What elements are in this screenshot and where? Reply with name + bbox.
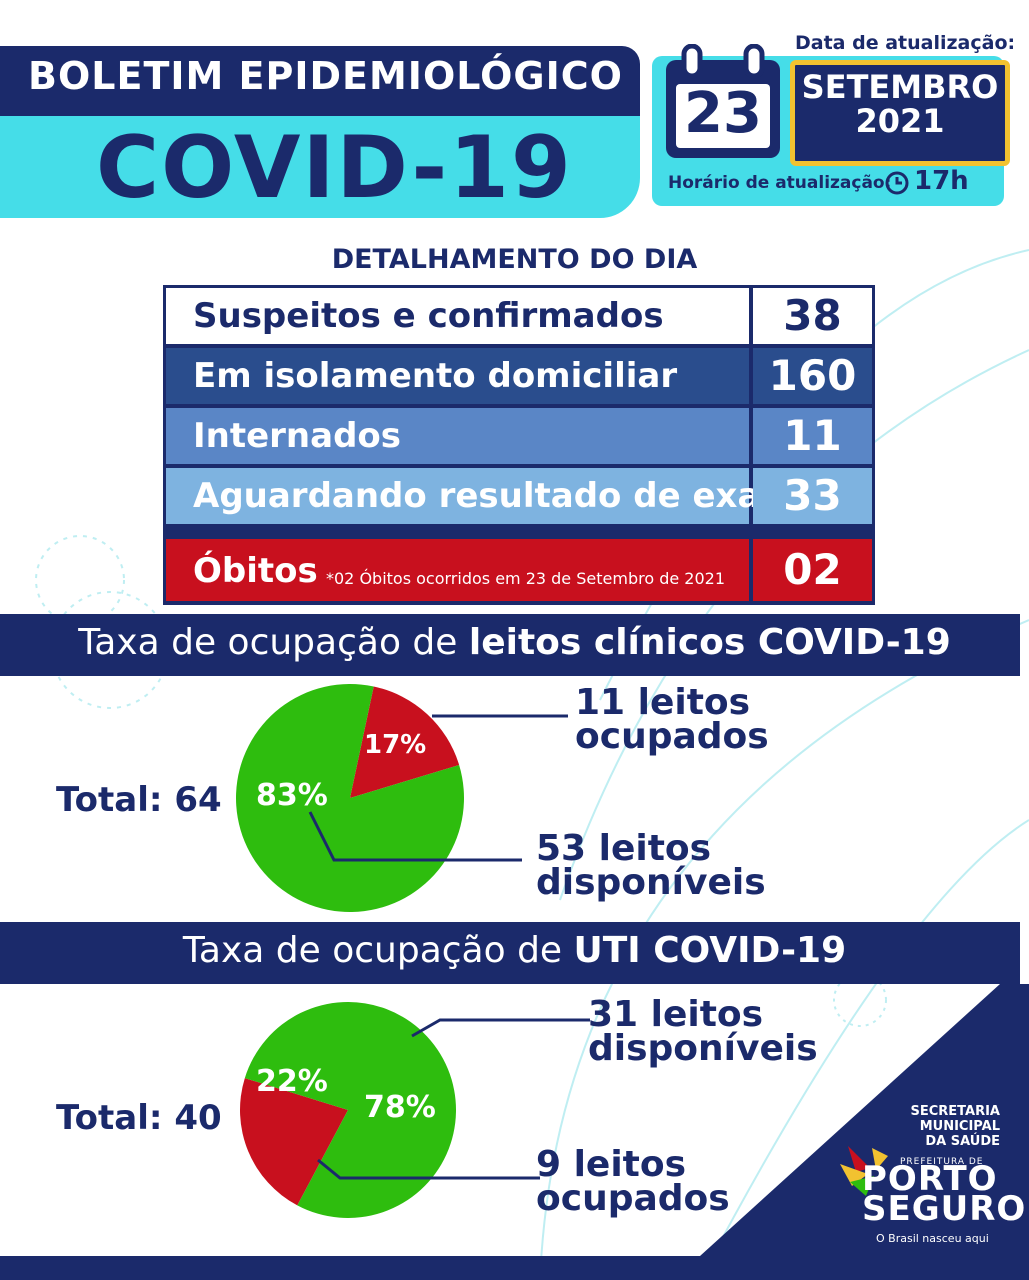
clock-icon (885, 171, 909, 195)
icu-occupied-callout: 9 leitos ocupados (536, 1144, 730, 1219)
icu-heading-bold: UTI COVID-19 (573, 930, 847, 971)
logo-tagline: O Brasil nasceu aqui (876, 1232, 989, 1245)
detail-row-deaths: Óbitos *02 Óbitos ocorridos em 23 de Set… (166, 539, 872, 601)
icu-heading-prefix: Taxa de ocupação de (182, 930, 574, 971)
deaths-note: *02 Óbitos ocorridos em 23 de Setembro d… (326, 569, 725, 588)
time-value: 17h (914, 166, 969, 196)
icu-occupied-line1: 9 leitos (536, 1144, 687, 1185)
detail-label: Internados (193, 416, 402, 456)
clinical-heading: Taxa de ocupação de leitos clínicos COVI… (0, 622, 1029, 663)
icu-leader-lines (317, 1018, 590, 1180)
pie-slice-ocupados (240, 1078, 348, 1206)
pie-slice-ocupados (350, 686, 460, 798)
porto-seguro-logo-icon (840, 1146, 888, 1196)
bulletin-title: BOLETIM EPIDEMIOLÓGICO (28, 54, 623, 98)
detail-value: 02 (783, 545, 842, 594)
clinical-available-callout: 53 leitos disponíveis (536, 828, 766, 903)
clinical-occupied-line2: ocupados (575, 716, 769, 757)
logo-porto: PORTO (862, 1159, 998, 1199)
year: 2021 (855, 102, 945, 140)
icu-available-line2: disponíveis (588, 1028, 818, 1069)
detail-label: Aguardando resultado de exame (193, 476, 819, 516)
time-label: Horário de atualização: (668, 173, 892, 193)
clinical-available-line2: disponíveis (536, 862, 766, 903)
clinical-available-line1: 53 leitos (536, 828, 712, 869)
clinical-occupied-callout: 11 leitos ocupados (575, 682, 769, 757)
detail-row-awaiting: Aguardando resultado de exame 33 (166, 468, 872, 524)
clinical-heading-bold: leitos clínicos COVID-19 (468, 622, 951, 663)
clinical-leader-lines (308, 714, 568, 862)
day-detail-table: Suspeitos e confirmados 38 Em isolamento… (163, 285, 875, 605)
detail-row-isolation: Em isolamento domiciliar 160 (166, 348, 872, 404)
detail-label: Suspeitos e confirmados (193, 296, 664, 336)
detail-value: 11 (783, 411, 842, 460)
month-box (790, 60, 1010, 166)
logo-prefeitura: PREFEITURA DE (900, 1157, 984, 1167)
logo-line3: DA SAÚDE (925, 1134, 1000, 1149)
logo-seguro: SEGURO (862, 1189, 1027, 1229)
date-label: Data de atualização: (795, 32, 1016, 54)
icu-available-pct: 78% (364, 1090, 436, 1125)
health-secretariat-text: SECRETARIA MUNICIPAL DA SAÚDE (900, 1104, 1000, 1149)
clinical-pie-chart (236, 684, 464, 912)
title-banner-top (0, 46, 640, 116)
icu-total: Total: 40 (56, 1098, 222, 1138)
icu-navy-wedge (700, 984, 1029, 1256)
detail-value: 33 (783, 471, 842, 520)
icu-banner (0, 922, 1020, 984)
icu-available-callout: 31 leitos disponíveis (588, 994, 818, 1069)
detail-label: Óbitos (193, 551, 318, 591)
detail-value: 38 (783, 291, 842, 340)
detail-label: Em isolamento domiciliar (193, 356, 678, 396)
icu-pie-chart (240, 1002, 456, 1218)
icu-occupied-pct: 22% (256, 1064, 328, 1099)
detail-row-suspects: Suspeitos e confirmados 38 (166, 288, 872, 344)
logo-line1: SECRETARIA (910, 1104, 1000, 1119)
calendar-day: 23 (684, 81, 762, 146)
icu-available-line1: 31 leitos (588, 994, 764, 1035)
icu-occupied-line2: ocupados (536, 1178, 730, 1219)
pie-slice-disponíveis (244, 1002, 456, 1218)
clinical-available-pct: 83% (256, 778, 328, 813)
clinical-banner (0, 614, 1020, 676)
detail-value: 160 (768, 351, 857, 400)
pie-slice-disponíveis (236, 684, 464, 912)
clinical-occupied-line1: 11 leitos (575, 682, 751, 723)
calendar-icon: 23 (660, 43, 786, 162)
covid-title: COVID-19 (96, 118, 573, 218)
clinical-occupied-pct: 17% (364, 730, 427, 760)
logo-line2: MUNICIPAL (919, 1119, 1000, 1134)
detail-row-hospitalized: Internados 11 (166, 408, 872, 464)
porto-seguro-logo: PORTO SEGURO (862, 1159, 1027, 1229)
month: SETEMBRO (801, 68, 999, 106)
icu-heading: Taxa de ocupação de UTI COVID-19 (0, 930, 1029, 971)
title-banner-bottom (0, 116, 640, 218)
clinical-heading-prefix: Taxa de ocupação de (78, 622, 469, 663)
bottom-bar (0, 1256, 1029, 1280)
clinical-total: Total: 64 (56, 780, 222, 820)
day-detail-heading: DETALHAMENTO DO DIA (331, 244, 698, 275)
month-year: SETEMBRO 2021 (795, 70, 1005, 138)
